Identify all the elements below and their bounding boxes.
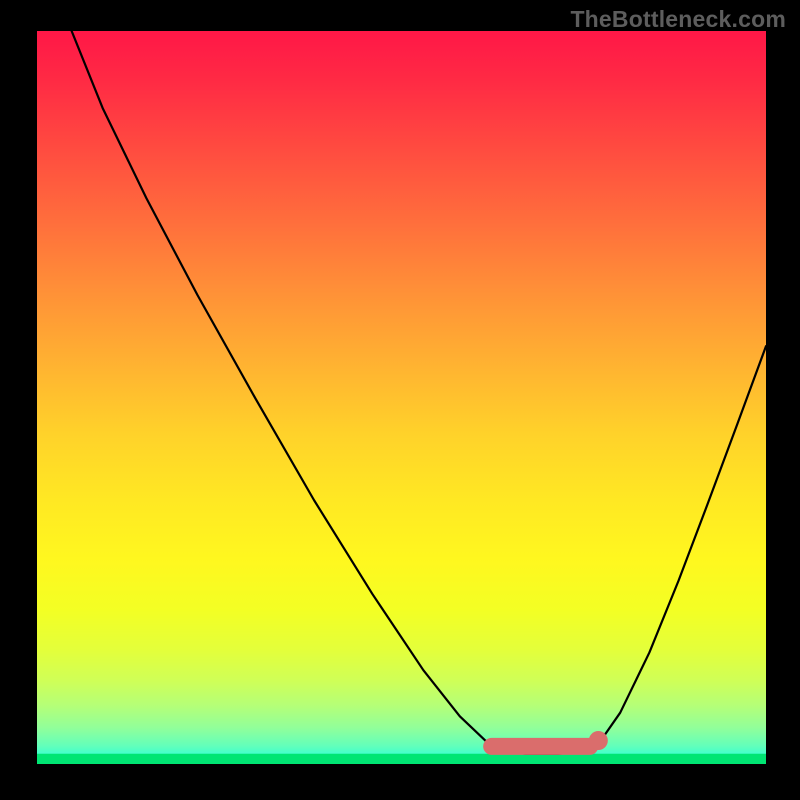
green-band: [37, 754, 766, 764]
bottleneck-chart: [0, 0, 800, 800]
watermark-text: TheBottleneck.com: [570, 6, 786, 33]
plot-area: [37, 31, 766, 764]
optimal-range-marker: [483, 738, 598, 755]
gradient-background: [37, 31, 766, 764]
chart-stage: TheBottleneck.com: [0, 0, 800, 800]
optimal-end-dot: [589, 731, 608, 750]
